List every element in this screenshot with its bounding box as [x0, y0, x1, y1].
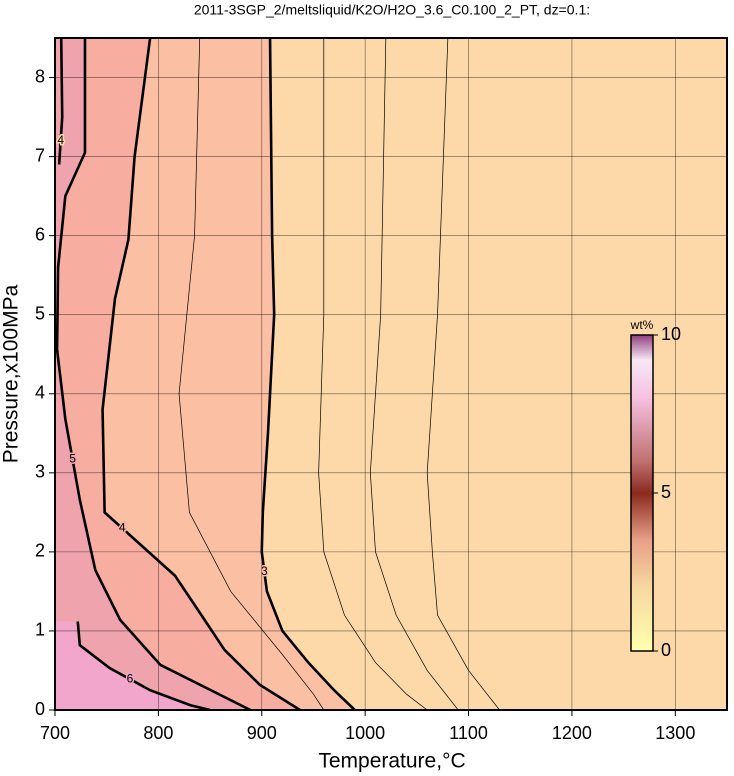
- y-tick-label: 8: [35, 66, 45, 86]
- contour-label: 5: [69, 452, 76, 466]
- chart-title: 2011-3SGP_2/meltsliquid/K2O/H2O_3.6_C0.1…: [194, 2, 590, 18]
- x-tick-label: 800: [143, 723, 173, 743]
- y-axis-label: Pressure,x100MPa: [0, 284, 23, 463]
- y-tick-label: 5: [35, 303, 45, 323]
- contour-fill: [55, 621, 211, 710]
- contour-line: [57, 38, 64, 165]
- overlay: 700 800 900 1000 1100 1200 1300 0 1 2 3 4 5 6 7 8 wt% 0 5 1…: [35, 37, 728, 743]
- y-tick-label: 4: [35, 383, 45, 403]
- y-tick-label: 3: [35, 462, 45, 482]
- contour-label: 4: [119, 520, 126, 534]
- contour-label: 6: [127, 671, 134, 685]
- x-tick-label: 1300: [655, 723, 695, 743]
- colorbar: [630, 334, 654, 652]
- x-tick-label: 900: [247, 723, 277, 743]
- plot-area: 3 4 5 4 6: [55, 38, 727, 710]
- contour-fill: [55, 38, 301, 710]
- contour-line: [76, 621, 211, 710]
- colorbar-label: wt%: [630, 318, 654, 332]
- plot-frame: [54, 37, 728, 711]
- colorbar-tick-label: 0: [661, 640, 671, 660]
- y-tick-label: 6: [35, 224, 45, 244]
- y-tick-label: 7: [35, 145, 45, 165]
- contour-line: [318, 38, 428, 710]
- colorbar-tick-label: 5: [661, 482, 671, 502]
- y-tick-label: 1: [35, 620, 45, 640]
- contour-label: 3: [261, 564, 268, 578]
- x-tick-label: 1200: [552, 723, 592, 743]
- contour-label: 4: [57, 133, 64, 147]
- x-tick-label: 700: [40, 723, 70, 743]
- y-tick-label: 2: [35, 541, 45, 561]
- colorbar-tick-label: 10: [661, 324, 681, 344]
- x-tick-label: 1100: [449, 723, 488, 743]
- y-tick-label: 0: [35, 699, 45, 719]
- x-axis-label: Temperature,°C: [318, 750, 465, 773]
- contour-line: [101, 38, 301, 710]
- contour-line: [55, 38, 251, 710]
- x-tick-label: 1000: [345, 723, 385, 743]
